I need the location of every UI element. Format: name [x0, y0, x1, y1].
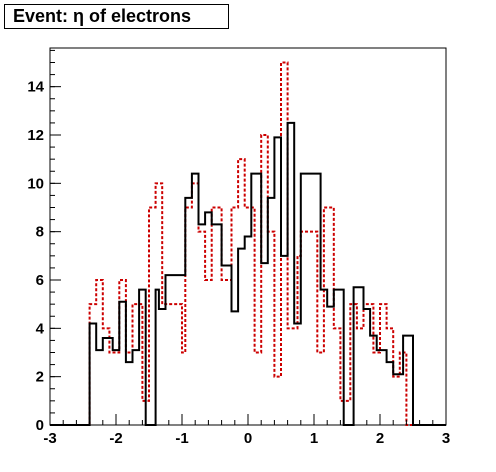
x-tick-label: 1 [310, 430, 318, 447]
y-tick-label: 2 [36, 369, 44, 386]
y-tick-label: 0 [36, 417, 44, 434]
x-tick-label: 3 [442, 430, 450, 447]
y-tick-label: 10 [27, 175, 44, 192]
x-tick-label: 0 [244, 430, 252, 447]
y-tick-label: 6 [36, 272, 44, 289]
x-tick-label: 2 [376, 430, 384, 447]
chart-title: Event: η of electrons [4, 4, 229, 29]
y-tick-label: 8 [36, 224, 44, 241]
x-tick-label: -2 [109, 430, 122, 447]
x-tick-label: -3 [43, 430, 56, 447]
y-tick-label: 14 [27, 79, 44, 96]
y-tick-label: 4 [36, 320, 45, 337]
series-black-solid [50, 121, 446, 426]
x-tick-label: -1 [175, 430, 188, 447]
series-red-dashed [50, 61, 446, 426]
y-tick-label: 12 [27, 127, 44, 144]
